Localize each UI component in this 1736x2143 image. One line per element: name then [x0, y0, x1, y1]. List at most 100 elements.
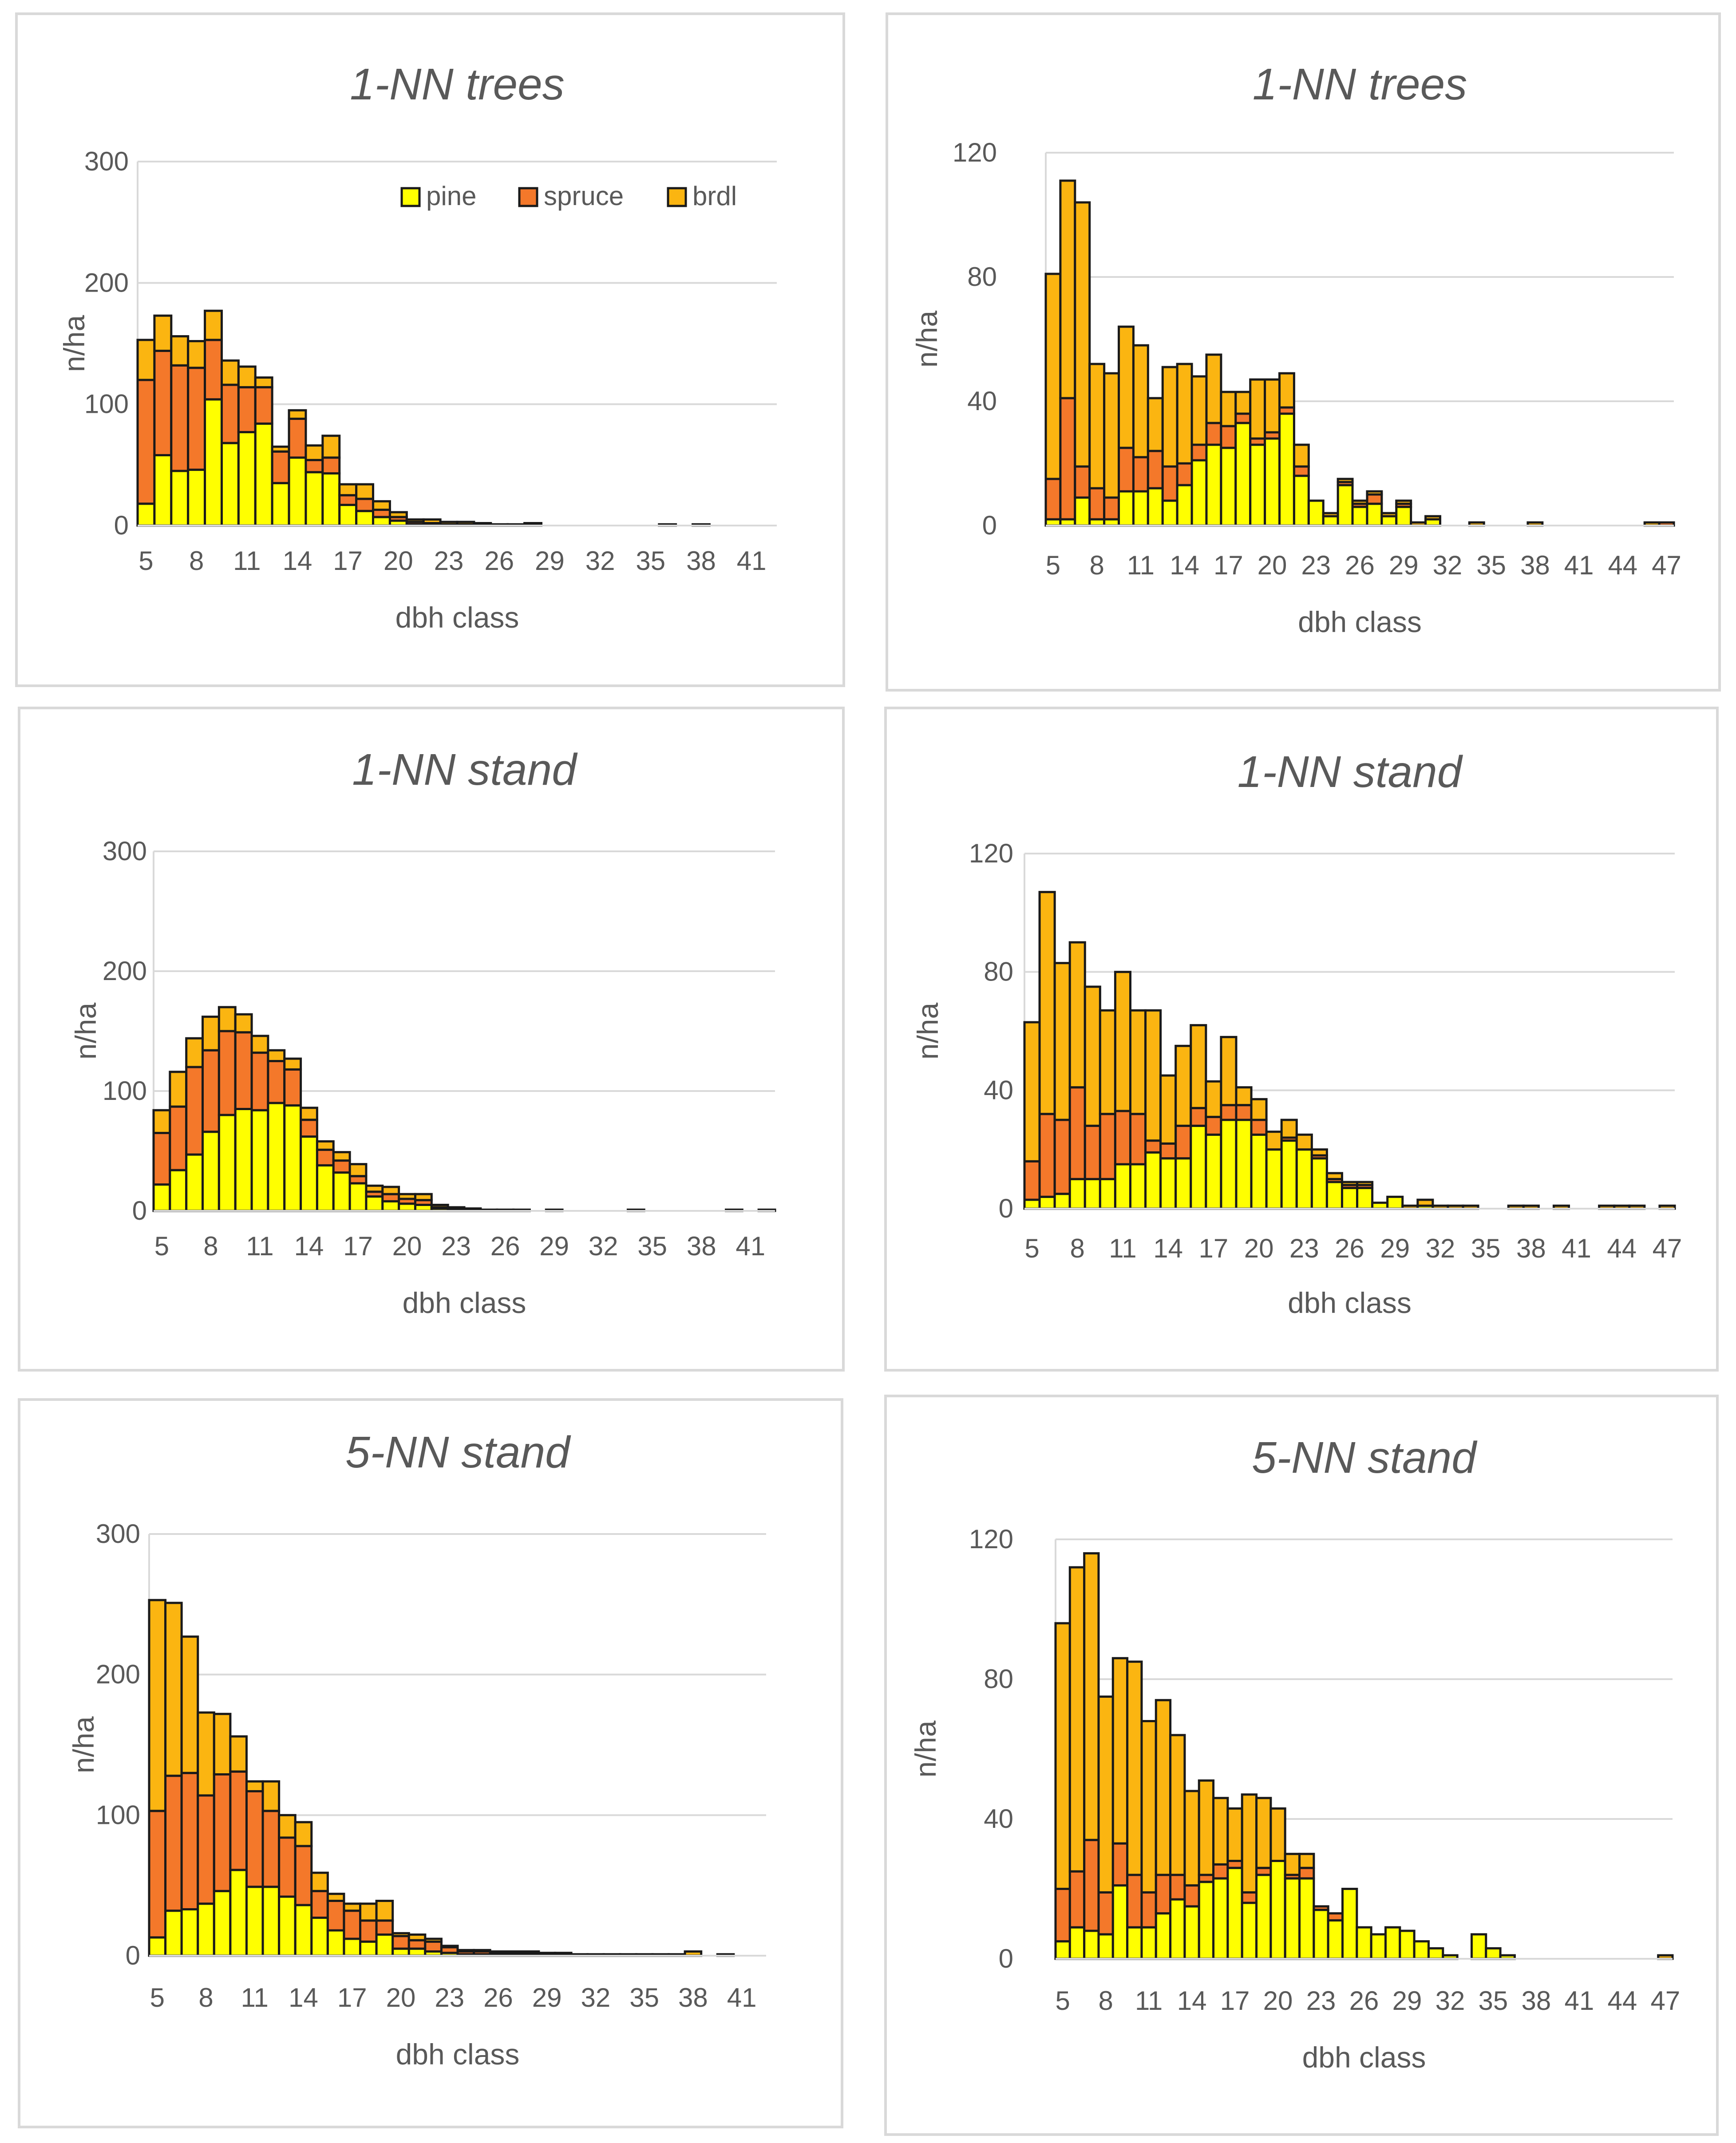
bar-brdl-14 [1183, 1790, 1200, 1887]
bar-pine-12 [254, 422, 273, 527]
bar-spruce-16 [1190, 1107, 1207, 1127]
bar-pine-23 [1295, 1148, 1313, 1210]
bar-brdl-21 [1278, 372, 1295, 409]
bar-brdl-15 [1174, 1044, 1192, 1127]
bar-spruce-14 [288, 417, 307, 459]
bar-pine-25 [1341, 1888, 1358, 1960]
bar-brdl-5 [136, 339, 156, 381]
x-tick-label: 38 [678, 1983, 708, 2013]
bar-brdl-12 [1129, 1009, 1147, 1115]
bar-brdl-27 [1356, 1181, 1374, 1186]
bar-spruce-9 [213, 1773, 232, 1892]
y-tick-label: 0 [999, 1944, 1013, 1973]
bar-spruce-18 [1234, 412, 1252, 424]
bar-spruce-5 [152, 1132, 171, 1186]
bar-pine-11 [1114, 1163, 1131, 1210]
bar-pine-18 [1220, 1119, 1238, 1210]
x-tick-label: 44 [1607, 1234, 1637, 1263]
bar-pine-15 [310, 1917, 329, 1957]
x-tick-label: 17 [1214, 550, 1243, 580]
bar-spruce-22 [1293, 465, 1310, 477]
x-tick-label: 38 [1516, 1234, 1546, 1263]
bar-pine-29 [1399, 1929, 1416, 1960]
bar-brdl-26 [1341, 1181, 1359, 1186]
bar-spruce-17 [1205, 1115, 1222, 1136]
bar-spruce-5 [1044, 478, 1062, 521]
bar-pine-15 [1198, 1881, 1215, 1960]
bar-brdl-14 [288, 409, 307, 420]
x-tick-label: 41 [1565, 1986, 1594, 2016]
bar-pine-30 [1413, 1940, 1430, 1960]
bar-spruce-8 [187, 367, 206, 471]
x-axis-label: dbh class [1302, 2041, 1426, 2074]
bar-brdl-8 [1097, 1695, 1114, 1894]
bar-spruce-5 [148, 1810, 167, 1939]
x-tick-label: 29 [1380, 1234, 1410, 1263]
chart-svg-c: 1-NN stand 0 100 200 300 5 8 11 14 17 20 23 26 29 32 35… [69, 745, 776, 1319]
bar-spruce-9 [1103, 496, 1120, 521]
x-tick-label: 11 [246, 1231, 273, 1261]
x-tick-label: 5 [138, 546, 153, 576]
bar-spruce-7 [1053, 1119, 1071, 1195]
bar-brdl-10 [1118, 325, 1135, 449]
bar-brdl-24 [456, 521, 475, 526]
bar-brdl-18 [355, 483, 375, 500]
bar-brdl-18 [359, 1902, 378, 1922]
chart-panel-b: 1-NN trees 0 40 80 120 5 8 11 14 17 20 23 26 29 32 35 38… [886, 12, 1721, 692]
bar-brdl-18 [1220, 1036, 1238, 1107]
bar-brdl-10 [220, 359, 240, 386]
x-tick-label: 20 [1258, 550, 1287, 580]
bar-pine-14 [1176, 484, 1193, 527]
bar-brdl-16 [332, 1151, 351, 1162]
bar-brdl-15 [304, 444, 324, 461]
x-tick-label: 11 [233, 546, 261, 576]
x-tick-label: 35 [629, 1983, 659, 2013]
bar-brdl-14 [294, 1821, 313, 1847]
bar-brdl-20 [388, 511, 408, 518]
bar-brdl-29 [1395, 499, 1412, 505]
bar-brdl-19 [1235, 1086, 1253, 1107]
x-tick-label: 29 [1392, 1986, 1422, 2016]
y-tick-label: 0 [982, 510, 997, 540]
y-tick-label: 120 [969, 838, 1013, 868]
bar-spruce-9 [1084, 1124, 1101, 1180]
bar-pine-6 [1068, 1926, 1086, 1960]
bar-pine-18 [355, 510, 375, 527]
bar-pine-27 [1366, 502, 1383, 527]
bar-spruce-12 [261, 1810, 281, 1888]
bar-brdl-19 [381, 1186, 400, 1195]
x-tick-label: 38 [687, 1231, 716, 1261]
bar-pine-5 [136, 502, 156, 527]
bar-spruce-12 [267, 1060, 286, 1104]
chart-title: 5-NN stand [1252, 1433, 1478, 1483]
bar-brdl-9 [213, 1712, 232, 1775]
bar-brdl-8 [187, 340, 206, 369]
chart-panel-a: 1-NN trees 0 100 200 300 5 8 11 14 17 20 23 26 29 32 35… [15, 12, 845, 687]
bar-spruce-14 [300, 1119, 318, 1138]
bar-spruce-10 [1099, 1113, 1116, 1180]
bar-brdl-12 [261, 1780, 281, 1812]
bar-brdl-15 [310, 1871, 329, 1892]
x-tick-label: 38 [686, 546, 716, 576]
x-tick-label: 41 [1564, 550, 1594, 580]
x-tick-label: 44 [1607, 1986, 1637, 2016]
x-tick-label: 26 [483, 1983, 513, 2013]
bar-brdl-8 [202, 1016, 220, 1052]
bar-brdl-9 [1103, 372, 1120, 499]
bar-spruce-6 [1059, 397, 1076, 521]
bar-brdl-22 [430, 1204, 449, 1209]
bar-pine-17 [343, 1937, 362, 1957]
chart-svg-f: 5-NN stand 0 40 80 120 5 8 11 14 17 20 23 26 29 32 35 38… [909, 1433, 1680, 2074]
x-tick-label: 47 [1653, 1234, 1682, 1263]
bar-pine-22 [1298, 1877, 1315, 1960]
bar-brdl-17 [343, 1902, 362, 1912]
bar-spruce-11 [1114, 1110, 1131, 1166]
bar-spruce-6 [169, 1105, 188, 1171]
bar-brdl-27 [505, 1950, 524, 1954]
bar-spruce-12 [1129, 1113, 1147, 1166]
bar-spruce-11 [245, 1790, 264, 1888]
bar-brdl-13 [1161, 366, 1178, 468]
bar-spruce-14 [1176, 462, 1193, 486]
bar-pine-6 [164, 1910, 183, 1957]
chart-svg-a: 1-NN trees 0 100 200 300 5 8 11 14 17 20 23 26 29 32 35… [58, 59, 777, 634]
